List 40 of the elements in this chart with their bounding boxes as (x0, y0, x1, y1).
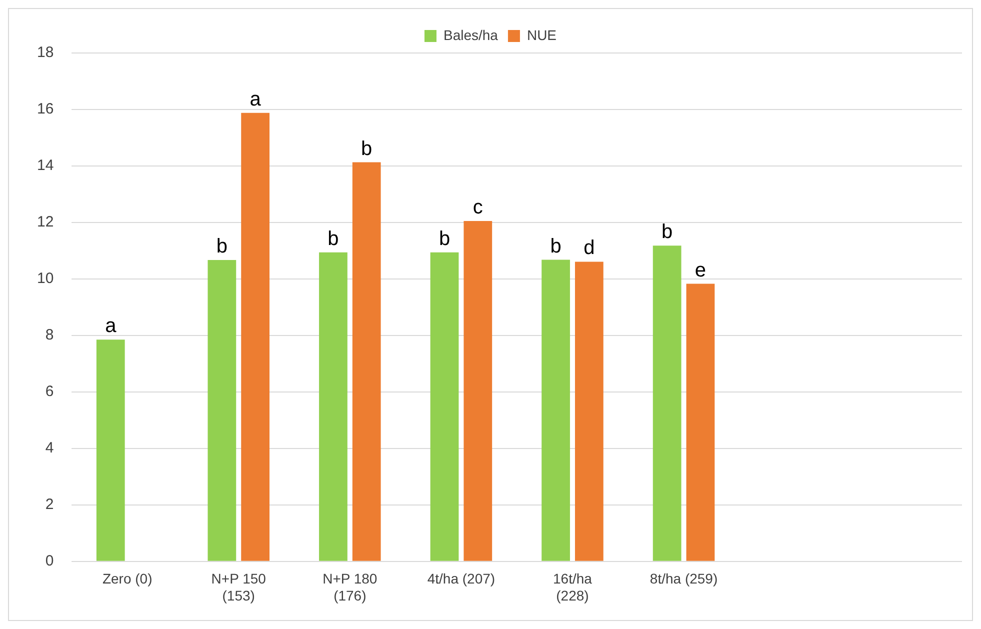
x-tick-label: Zero (0) (102, 570, 152, 587)
bar (319, 252, 348, 561)
data-label: d (584, 237, 595, 260)
bar (430, 252, 459, 561)
data-label: b (438, 228, 450, 250)
data-label: a (250, 88, 262, 110)
data-label: a (105, 315, 118, 338)
y-tick-label: 8 (45, 326, 54, 344)
bar (96, 340, 125, 561)
y-tick-label: 2 (45, 496, 54, 514)
x-tick-label: N+P 150 (153) (211, 570, 266, 604)
bar (208, 260, 236, 561)
x-tick-label: 16t/ha (228) (553, 570, 592, 604)
data-label: b (361, 138, 372, 160)
data-label: b (216, 236, 228, 258)
y-tick-label: 4 (45, 440, 54, 457)
legend-label: Bales/ha (443, 26, 498, 43)
data-label: b (550, 235, 562, 258)
legend-label: NUE (526, 26, 557, 43)
x-tick-label: 4t/ha (207) (427, 570, 496, 587)
y-tick-label: 12 (36, 214, 54, 231)
y-tick-label: 14 (36, 157, 54, 174)
y-tick-label: 0 (45, 552, 54, 570)
y-tick-label: 6 (45, 383, 54, 400)
bar (542, 260, 570, 561)
y-tick-label: 18 (36, 44, 54, 62)
y-tick-label: 16 (36, 100, 54, 118)
x-tick-label: N+P 180 (176) (322, 570, 378, 604)
data-label: b (328, 228, 339, 250)
bar (241, 112, 270, 561)
x-tick-label: 8t/ha (259) (650, 570, 718, 587)
data-label: b (662, 221, 673, 244)
data-label: e (694, 259, 706, 282)
bar (352, 162, 381, 561)
bar (652, 246, 682, 561)
data-label: c (472, 196, 483, 219)
bar (574, 262, 604, 561)
bar (464, 221, 492, 561)
y-tick-label: 10 (36, 270, 54, 288)
bar (686, 284, 715, 561)
